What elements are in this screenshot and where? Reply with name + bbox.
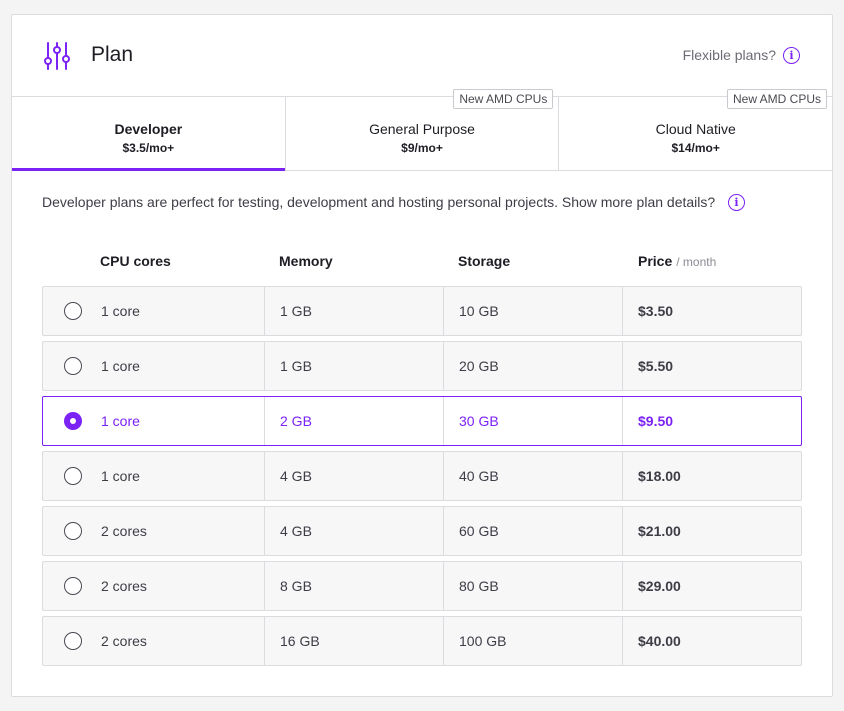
plan-radio[interactable] <box>64 412 82 430</box>
cell-divider <box>622 342 623 390</box>
cell-price: $9.50 <box>638 413 674 429</box>
new-amd-badge: New AMD CPUs <box>453 89 554 109</box>
plan-radio[interactable] <box>64 522 82 540</box>
cell-divider <box>622 507 623 555</box>
cell-price: $5.50 <box>638 358 674 374</box>
tab-price: $14/mo+ <box>671 140 720 155</box>
cell-cpu: 2 cores <box>101 578 147 594</box>
cell-cpu: 2 cores <box>101 633 147 649</box>
plan-header: Plan Flexible plans? i <box>12 15 832 96</box>
cell-memory: 16 GB <box>280 633 320 649</box>
cell-storage: 40 GB <box>459 468 499 484</box>
table-row[interactable]: 1 core 4 GB 40 GB $18.00 <box>42 451 802 501</box>
cell-cpu: 2 cores <box>101 523 147 539</box>
table-row[interactable]: 2 cores 16 GB 100 GB $40.00 <box>42 616 802 666</box>
cell-memory: 4 GB <box>280 468 312 484</box>
cell-divider <box>622 617 623 665</box>
flexible-plans-link[interactable]: Flexible plans? <box>682 47 776 63</box>
cell-price: $18.00 <box>638 468 681 484</box>
cell-storage: 100 GB <box>459 633 507 649</box>
tab-name: General Purpose <box>369 120 475 137</box>
cell-memory: 1 GB <box>280 303 312 319</box>
tab-name: Developer <box>114 120 183 137</box>
cell-divider <box>264 287 265 335</box>
plan-radio[interactable] <box>64 577 82 595</box>
cell-memory: 2 GB <box>280 413 312 429</box>
cell-cpu: 1 core <box>101 468 140 484</box>
plan-radio[interactable] <box>64 302 82 320</box>
plan-radio[interactable] <box>64 467 82 485</box>
cell-price: $3.50 <box>638 303 674 319</box>
cell-divider <box>264 397 265 445</box>
tab-price: $9/mo+ <box>401 140 443 155</box>
cell-divider <box>622 287 623 335</box>
header-storage: Storage <box>458 253 511 269</box>
plan-card: Plan Flexible plans? i Developer $3.5/mo… <box>11 14 833 697</box>
header-price-unit: / month <box>676 255 717 269</box>
info-icon[interactable]: i <box>783 47 800 64</box>
cell-divider <box>264 562 265 610</box>
cell-divider <box>443 397 444 445</box>
table-row[interactable]: 1 core 1 GB 10 GB $3.50 <box>42 286 802 336</box>
tab-general-purpose[interactable]: New AMD CPUs General Purpose $9/mo+ <box>284 89 559 170</box>
cell-memory: 4 GB <box>280 523 312 539</box>
cell-divider <box>443 452 444 500</box>
tab-cloud-native[interactable]: New AMD CPUs Cloud Native $14/mo+ <box>558 89 832 170</box>
table-header: CPU cores Memory Storage Price / month <box>42 253 802 273</box>
cell-divider <box>443 342 444 390</box>
cell-divider <box>264 342 265 390</box>
cell-price: $29.00 <box>638 578 681 594</box>
tab-developer[interactable]: Developer $3.5/mo+ <box>12 97 285 171</box>
cell-storage: 80 GB <box>459 578 499 594</box>
cell-divider <box>264 617 265 665</box>
tab-price: $3.5/mo+ <box>122 140 175 155</box>
cell-divider <box>622 452 623 500</box>
cell-divider <box>443 287 444 335</box>
plan-details-info-icon[interactable]: i <box>728 194 745 211</box>
table-row[interactable]: 2 cores 8 GB 80 GB $29.00 <box>42 561 802 611</box>
cell-price: $21.00 <box>638 523 681 539</box>
cell-storage: 60 GB <box>459 523 499 539</box>
sliders-icon <box>44 42 70 70</box>
cell-divider <box>264 452 265 500</box>
cell-divider <box>443 507 444 555</box>
header-memory: Memory <box>279 253 333 269</box>
cell-divider <box>622 397 623 445</box>
table-row[interactable]: 2 cores 4 GB 60 GB $21.00 <box>42 506 802 556</box>
header-price-label: Price <box>638 253 673 269</box>
cell-storage: 30 GB <box>459 413 499 429</box>
cell-memory: 1 GB <box>280 358 312 374</box>
cell-divider <box>622 562 623 610</box>
header-price: Price / month <box>638 253 716 269</box>
plan-radio[interactable] <box>64 357 82 375</box>
table-row[interactable]: 1 core 1 GB 20 GB $5.50 <box>42 341 802 391</box>
cell-cpu: 1 core <box>101 303 140 319</box>
plan-description: Developer plans are perfect for testing,… <box>42 194 716 210</box>
cell-divider <box>443 617 444 665</box>
cell-cpu: 1 core <box>101 413 140 429</box>
table-row[interactable]: 1 core 2 GB 30 GB $9.50 <box>42 396 802 446</box>
cell-cpu: 1 core <box>101 358 140 374</box>
plan-tabs: Developer $3.5/mo+ New AMD CPUs General … <box>12 89 832 171</box>
new-amd-badge: New AMD CPUs <box>727 89 828 109</box>
cell-divider <box>443 562 444 610</box>
plan-radio[interactable] <box>64 632 82 650</box>
cell-divider <box>264 507 265 555</box>
cell-storage: 20 GB <box>459 358 499 374</box>
cell-memory: 8 GB <box>280 578 312 594</box>
header-cpu: CPU cores <box>100 253 171 269</box>
page-title: Plan <box>91 43 134 66</box>
tab-name: Cloud Native <box>655 120 736 137</box>
cell-price: $40.00 <box>638 633 681 649</box>
cell-storage: 10 GB <box>459 303 499 319</box>
